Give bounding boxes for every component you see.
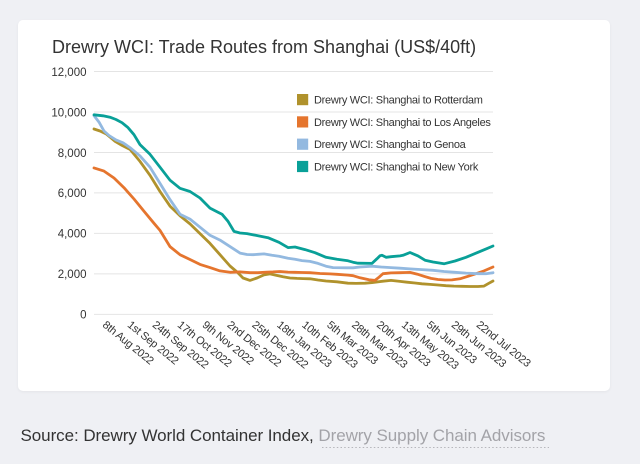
svg-text:Drewry WCI: Trade Routes from: Drewry WCI: Trade Routes from Shanghai (… bbox=[52, 37, 476, 57]
svg-text:Drewry WCI: Shanghai to Genoa: Drewry WCI: Shanghai to Genoa bbox=[314, 139, 467, 151]
svg-text:Drewry WCI: Shanghai to Los An: Drewry WCI: Shanghai to Los Angeles bbox=[314, 117, 491, 129]
svg-text:4,000: 4,000 bbox=[58, 229, 87, 241]
svg-text:10,000: 10,000 bbox=[51, 107, 86, 119]
svg-text:Drewry WCI: Shanghai to Rotter: Drewry WCI: Shanghai to Rotterdam bbox=[314, 95, 483, 107]
svg-text:8,000: 8,000 bbox=[58, 148, 87, 160]
svg-text:Source: Drewry World Container: Source: Drewry World Container Index, Dr… bbox=[21, 426, 546, 445]
svg-text:2,000: 2,000 bbox=[58, 269, 87, 281]
svg-text:12,000: 12,000 bbox=[51, 67, 86, 79]
svg-text:6,000: 6,000 bbox=[58, 188, 87, 200]
svg-text:Drewry WCI: Shanghai to New Yo: Drewry WCI: Shanghai to New York bbox=[314, 162, 479, 174]
svg-text:0: 0 bbox=[80, 310, 86, 322]
